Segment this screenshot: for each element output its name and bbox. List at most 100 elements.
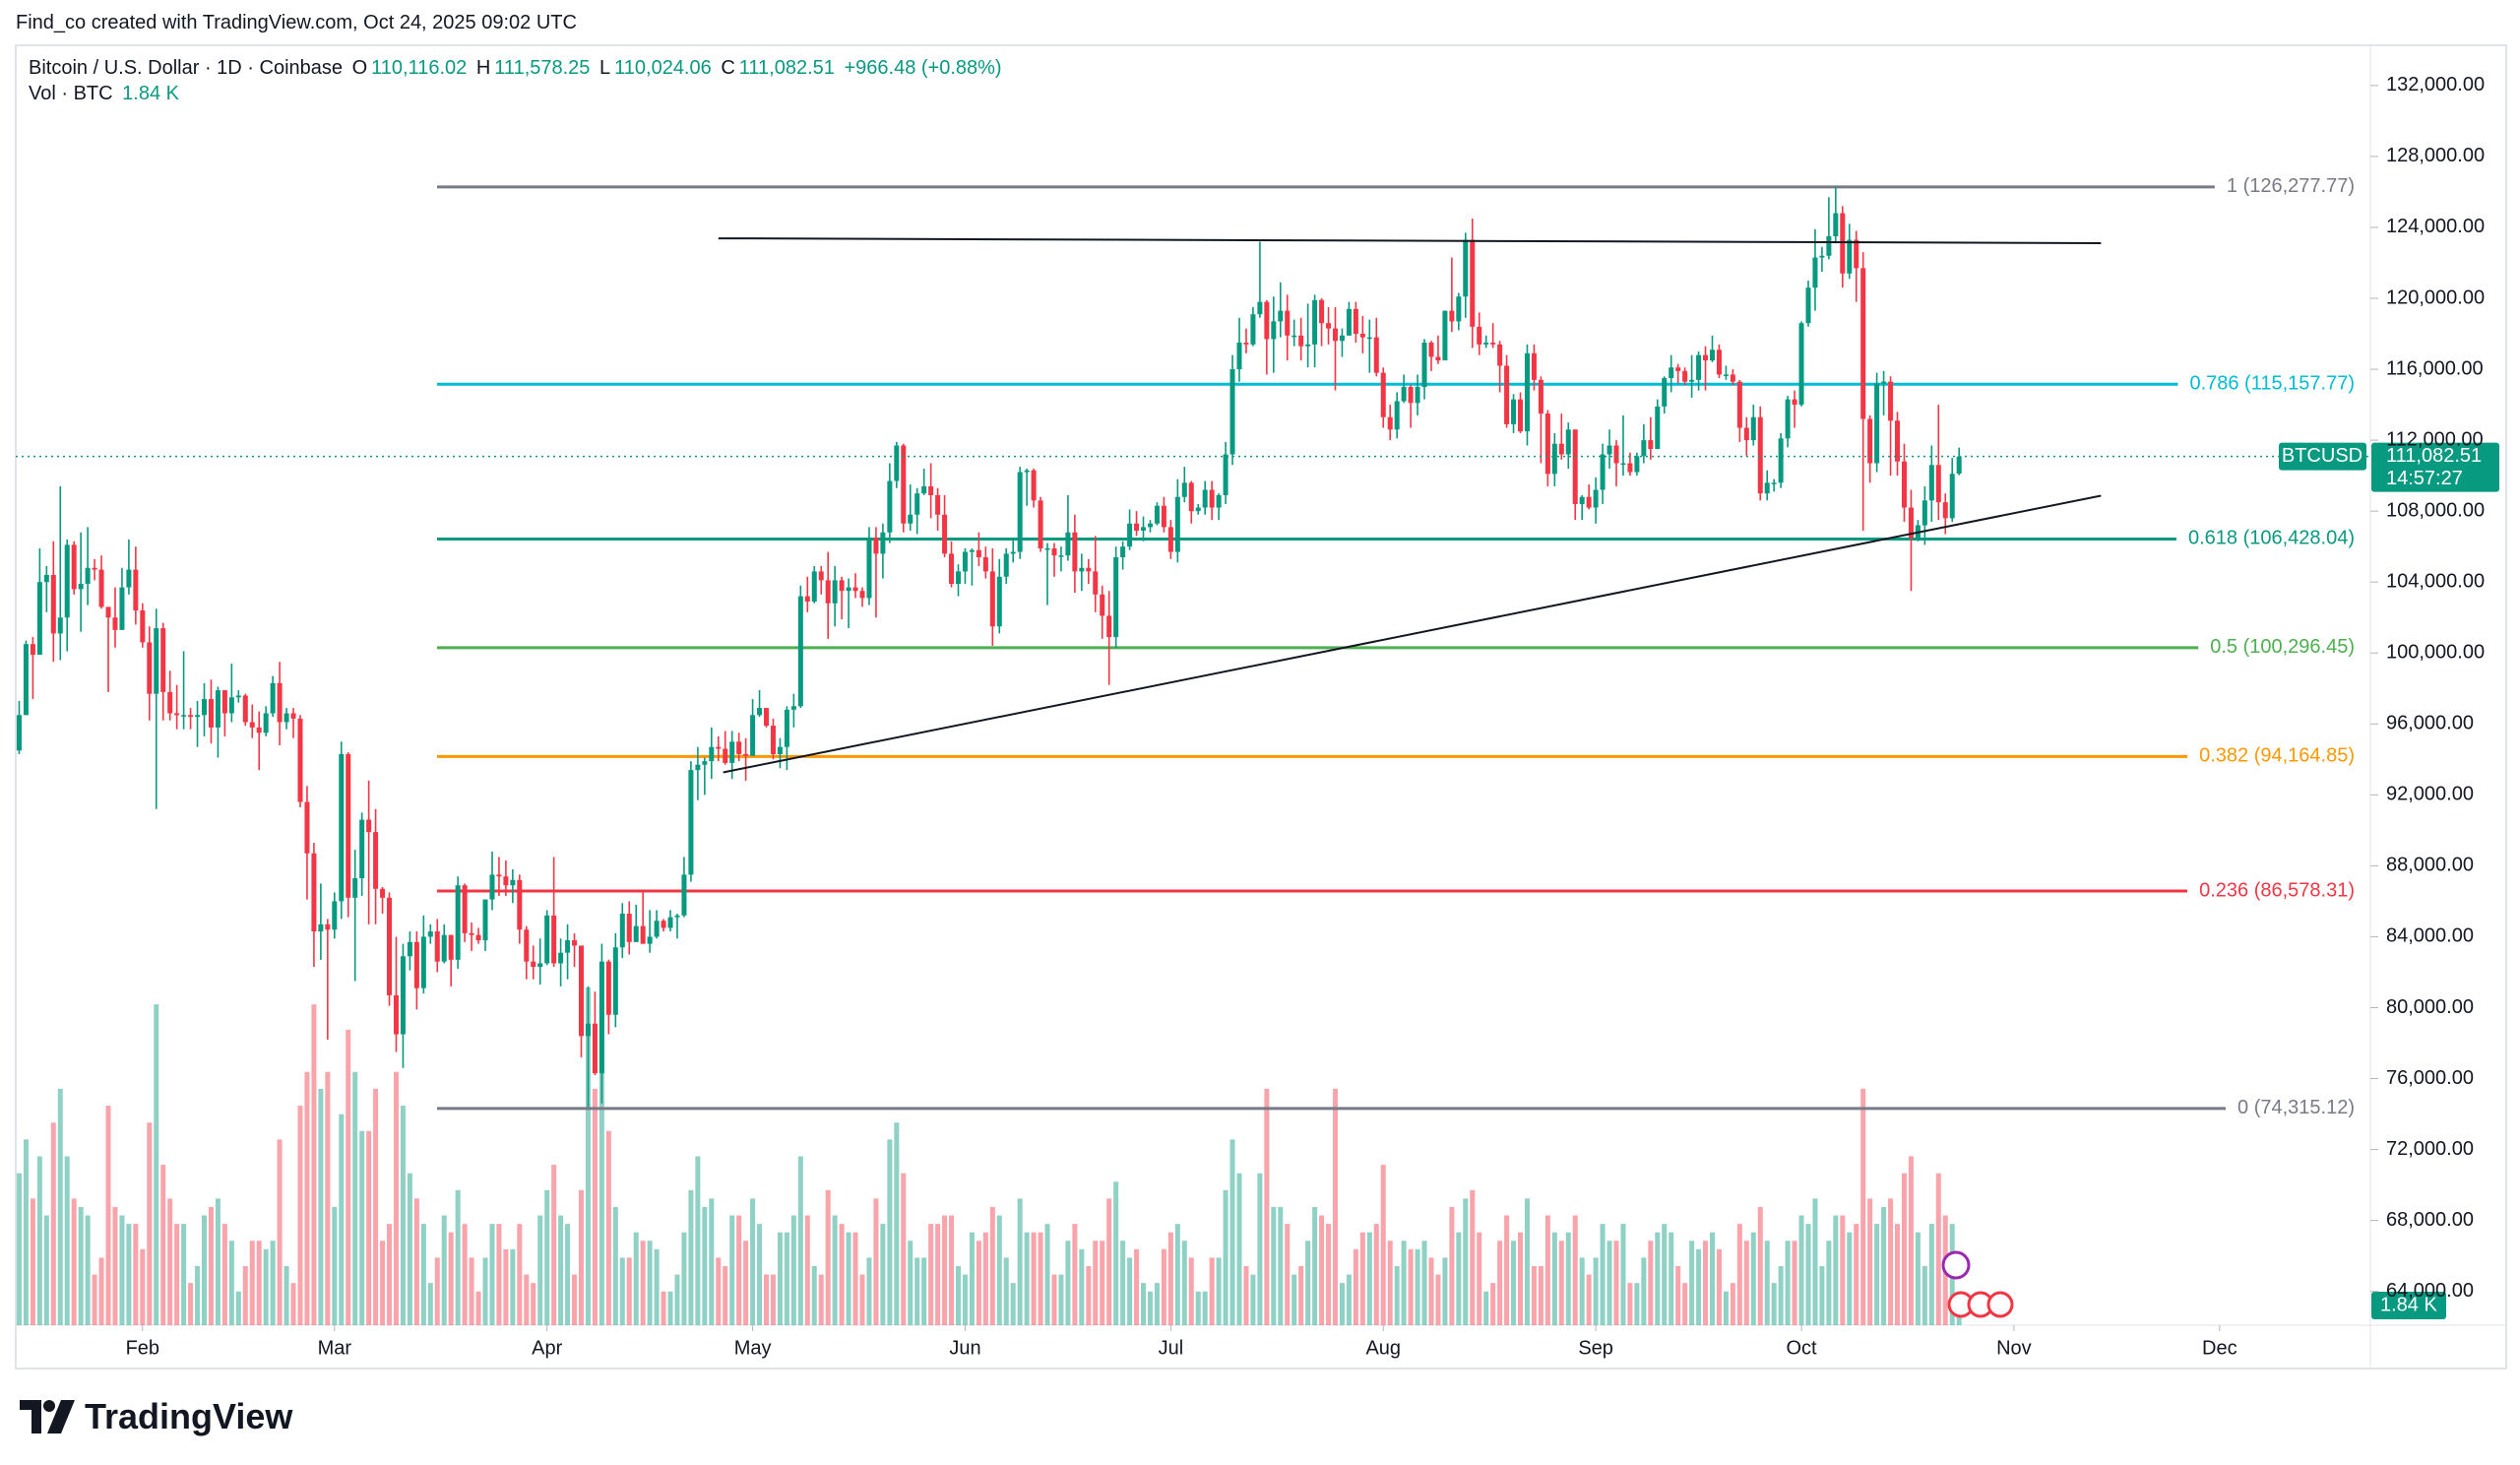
volume-bar bbox=[592, 1088, 598, 1325]
candle-body bbox=[955, 571, 962, 584]
candle-body bbox=[674, 915, 680, 918]
candle-body bbox=[1490, 343, 1496, 345]
volume-bar bbox=[290, 1283, 296, 1325]
candle-body bbox=[1538, 379, 1544, 414]
candle-body bbox=[181, 715, 187, 717]
candle-body bbox=[510, 879, 516, 886]
candle-body bbox=[78, 583, 84, 590]
candle-body bbox=[1127, 523, 1133, 547]
volume-bar bbox=[1531, 1265, 1537, 1325]
candle-body bbox=[1942, 502, 1948, 519]
volume-bar bbox=[36, 1156, 42, 1325]
candle-body bbox=[160, 628, 166, 692]
candle-body bbox=[1606, 445, 1612, 455]
candle-body bbox=[1010, 551, 1016, 554]
price-tag bbox=[2371, 442, 2499, 492]
volume-bar bbox=[790, 1215, 796, 1325]
volume-bar bbox=[702, 1206, 708, 1325]
volume-bar bbox=[1024, 1232, 1030, 1325]
volume-bar bbox=[1606, 1241, 1612, 1325]
volume-bar bbox=[98, 1257, 104, 1325]
volume-bar bbox=[976, 1241, 981, 1325]
candle-body bbox=[928, 485, 934, 495]
candle-body bbox=[1593, 489, 1599, 508]
volume-bar bbox=[839, 1224, 845, 1325]
volume-bar bbox=[1127, 1257, 1133, 1325]
volume-bar bbox=[1017, 1198, 1023, 1325]
y-tick-label: 76,000.00 bbox=[2386, 1067, 2474, 1089]
candle-body bbox=[1449, 310, 1455, 322]
volume-bar bbox=[723, 1265, 728, 1325]
volume-bar bbox=[667, 1291, 673, 1325]
y-tick-label: 84,000.00 bbox=[2386, 925, 2474, 947]
volume-bar bbox=[1305, 1241, 1311, 1325]
symbol-title: Bitcoin / U.S. Dollar · 1D · Coinbase bbox=[29, 57, 344, 79]
candle-body bbox=[373, 832, 379, 889]
volume-bar bbox=[1901, 1173, 1907, 1325]
candle-body bbox=[380, 888, 386, 898]
candle-body bbox=[1867, 418, 1873, 464]
ohlc-value: 110,024.06 bbox=[614, 57, 712, 79]
candle-body bbox=[332, 901, 338, 930]
volume-bar bbox=[1051, 1274, 1057, 1325]
candle-body bbox=[1675, 367, 1681, 371]
candle-body bbox=[311, 853, 317, 932]
volume-bar bbox=[352, 1071, 358, 1325]
candle-body bbox=[1373, 337, 1379, 373]
volume-bar bbox=[1544, 1215, 1550, 1325]
candle-body bbox=[832, 580, 838, 604]
candle-body bbox=[92, 567, 97, 570]
candle-body bbox=[1353, 308, 1358, 335]
candle-body bbox=[1017, 472, 1023, 552]
candle-body bbox=[790, 706, 796, 710]
volume-bar bbox=[558, 1215, 564, 1325]
volume-bar bbox=[661, 1291, 666, 1325]
volume-bar bbox=[859, 1274, 865, 1325]
candle-body bbox=[1292, 335, 1297, 338]
volume-bar bbox=[804, 1215, 810, 1325]
fib-label: 1 (126,277.77) bbox=[2227, 175, 2355, 197]
volume-bar bbox=[318, 1088, 324, 1325]
volume-bar bbox=[1504, 1215, 1510, 1325]
candle-body bbox=[1840, 213, 1846, 274]
volume-bar bbox=[387, 1224, 393, 1325]
volume-bar bbox=[633, 1232, 639, 1325]
candle-body bbox=[962, 551, 968, 572]
volume-bar bbox=[1867, 1198, 1873, 1325]
volume-bar bbox=[1209, 1257, 1215, 1325]
candle-body bbox=[1339, 335, 1345, 342]
volume-bar bbox=[1826, 1241, 1832, 1325]
volume-bar bbox=[1065, 1241, 1071, 1325]
volume-bar bbox=[1415, 1248, 1420, 1325]
y-tick-label: 116,000.00 bbox=[2386, 357, 2484, 379]
volume-bar bbox=[565, 1224, 571, 1325]
volume-bar bbox=[1798, 1215, 1804, 1325]
logo-mark bbox=[20, 1400, 75, 1433]
candle-body bbox=[1819, 255, 1825, 258]
volume-bar bbox=[221, 1224, 227, 1325]
candle-body bbox=[1305, 344, 1311, 347]
y-tick-label: 80,000.00 bbox=[2386, 996, 2474, 1018]
candle-body bbox=[1113, 556, 1119, 638]
volume-tag bbox=[2371, 1292, 2446, 1319]
candle-body bbox=[667, 917, 673, 928]
volume-bar bbox=[1435, 1274, 1441, 1325]
candle-body bbox=[140, 610, 146, 643]
x-tick-label: Sep bbox=[1578, 1337, 1613, 1359]
candle-body bbox=[921, 485, 927, 494]
candle-body bbox=[1860, 268, 1866, 419]
candle-body bbox=[1696, 354, 1702, 380]
y-tick-label: 112,000.00 bbox=[2386, 428, 2484, 450]
candle-body bbox=[1709, 350, 1716, 361]
candle-body bbox=[1483, 343, 1489, 345]
candle-body bbox=[1298, 335, 1304, 347]
candle-body bbox=[764, 708, 770, 727]
volume-bar bbox=[1874, 1224, 1880, 1325]
volume-bar bbox=[1141, 1283, 1147, 1325]
event-icon bbox=[1986, 1291, 2014, 1318]
candle-body bbox=[30, 644, 35, 656]
volume-bar bbox=[1558, 1241, 1564, 1325]
candle-body bbox=[1641, 440, 1647, 457]
legend-row: Vol · BTC 1.84 K bbox=[29, 81, 1006, 106]
